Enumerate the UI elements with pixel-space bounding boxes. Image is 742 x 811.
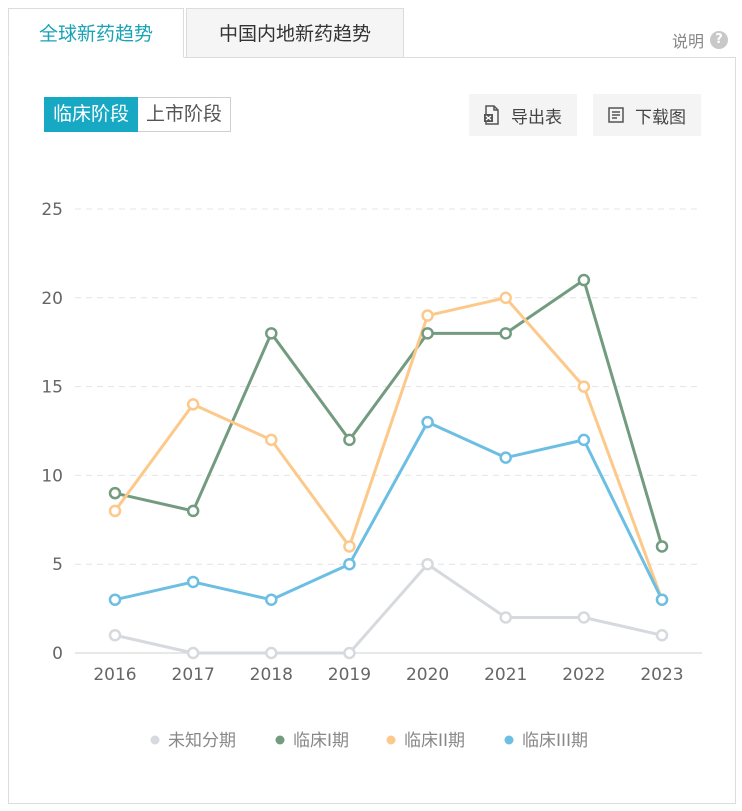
data-point (108, 593, 122, 606)
legend-label: 临床II期 (404, 731, 465, 751)
data-point (265, 646, 278, 660)
data-point (343, 433, 356, 447)
data-point (577, 380, 591, 393)
x-tick-label: 2020 (406, 665, 449, 685)
legend-label: 临床I期 (293, 731, 349, 751)
series-line (113, 296, 664, 601)
y-tick-label: 15 (41, 378, 63, 398)
question-icon: ? (710, 31, 728, 49)
data-point (499, 291, 512, 305)
y-tick-label: 20 (41, 289, 63, 309)
legend-marker (275, 735, 285, 745)
export-table-label: 导出表 (511, 107, 562, 128)
legend-label: 临床III期 (522, 731, 588, 751)
tab-global-trend[interactable]: 全球新药趋势 (8, 8, 184, 58)
data-point (186, 575, 200, 589)
data-point (421, 327, 434, 340)
y-tick-label: 10 (41, 466, 63, 486)
x-tick-label: 2016 (93, 665, 136, 685)
data-point (186, 646, 200, 660)
excel-export-icon (484, 105, 499, 125)
data-point (186, 398, 200, 411)
legend-marker (386, 735, 396, 745)
data-point (577, 433, 591, 447)
download-chart-button[interactable]: 下载图 (593, 94, 701, 136)
data-point (421, 557, 434, 571)
document-icon (608, 107, 624, 123)
data-point (265, 433, 278, 447)
data-point (577, 611, 591, 624)
chart-panel: 临床阶段 上市阶段 导出表 下载图 (8, 57, 736, 804)
data-point (421, 415, 434, 429)
data-point (655, 593, 669, 606)
series-line (114, 420, 664, 602)
data-point (265, 327, 278, 340)
data-point (577, 273, 591, 287)
data-point (108, 628, 122, 642)
help-link[interactable]: 说明 ? (672, 28, 728, 52)
data-point (343, 646, 356, 660)
stage-segmented-control: 临床阶段 上市阶段 (44, 97, 232, 132)
data-point (343, 557, 356, 571)
tab-bar: 全球新药趋势 中国内地新药趋势 说明 ? (8, 8, 734, 58)
y-tick-label: 0 (52, 644, 63, 664)
download-chart-label: 下载图 (635, 107, 686, 128)
y-tick-label: 25 (41, 200, 63, 220)
legend-marker (504, 735, 514, 745)
data-point (108, 486, 122, 500)
series-line (114, 562, 663, 655)
segment-clinical-stage[interactable]: 临床阶段 (44, 97, 139, 132)
x-tick-label: 2021 (484, 665, 527, 685)
x-tick-label: 2018 (250, 665, 293, 685)
series-line (114, 278, 664, 547)
x-tick-label: 2019 (328, 665, 371, 685)
legend-label: 未知分期 (168, 731, 236, 751)
tab-china-trend[interactable]: 中国内地新药趋势 (186, 8, 404, 58)
x-tick-label: 2017 (172, 665, 215, 685)
data-point (655, 540, 669, 553)
legend-marker (150, 735, 160, 745)
data-point (421, 309, 434, 322)
x-tick-label: 2023 (640, 665, 683, 685)
data-point (499, 451, 512, 464)
data-point (655, 628, 669, 642)
y-tick-label: 5 (52, 555, 63, 575)
x-tick-label: 2022 (562, 665, 605, 685)
help-label: 说明 (671, 32, 704, 51)
data-point (499, 327, 512, 340)
data-point (499, 611, 512, 624)
data-point (265, 593, 278, 606)
data-point (186, 504, 200, 518)
segment-market-stage[interactable]: 上市阶段 (138, 97, 232, 132)
export-table-button[interactable]: 导出表 (469, 94, 577, 136)
data-point (343, 540, 356, 553)
data-point (108, 504, 122, 518)
